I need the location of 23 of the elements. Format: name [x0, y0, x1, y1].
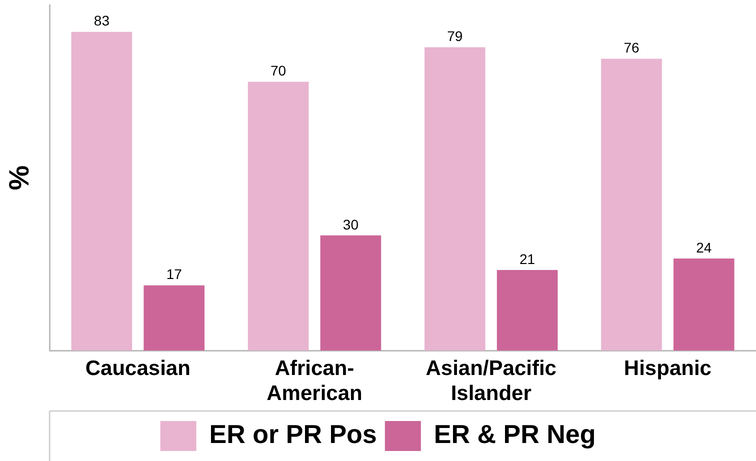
data-label: 79 [447, 28, 463, 44]
bar [601, 58, 662, 351]
x-tick-label: Caucasian [85, 356, 190, 380]
x-tick-label: African-American [266, 356, 362, 406]
bar [248, 82, 309, 351]
bar [424, 47, 486, 351]
data-label: 24 [696, 239, 712, 256]
y-axis-title: % [4, 165, 35, 190]
data-label: 21 [520, 250, 536, 267]
bar [144, 285, 205, 351]
legend-label: ER & PR Neg [434, 419, 596, 450]
data-label: 76 [624, 40, 640, 56]
data-label: 17 [166, 266, 182, 282]
bar [320, 235, 382, 351]
bar [71, 32, 132, 351]
data-label: 70 [270, 62, 286, 79]
data-label: 83 [94, 12, 110, 29]
bar [496, 270, 558, 351]
x-tick-label: Hispanic [624, 356, 712, 380]
bar [673, 258, 734, 351]
x-tick-label: Asian/Pacific Islander [426, 356, 557, 406]
data-label: 30 [342, 216, 359, 232]
legend-label: ER or PR Pos [209, 419, 377, 450]
